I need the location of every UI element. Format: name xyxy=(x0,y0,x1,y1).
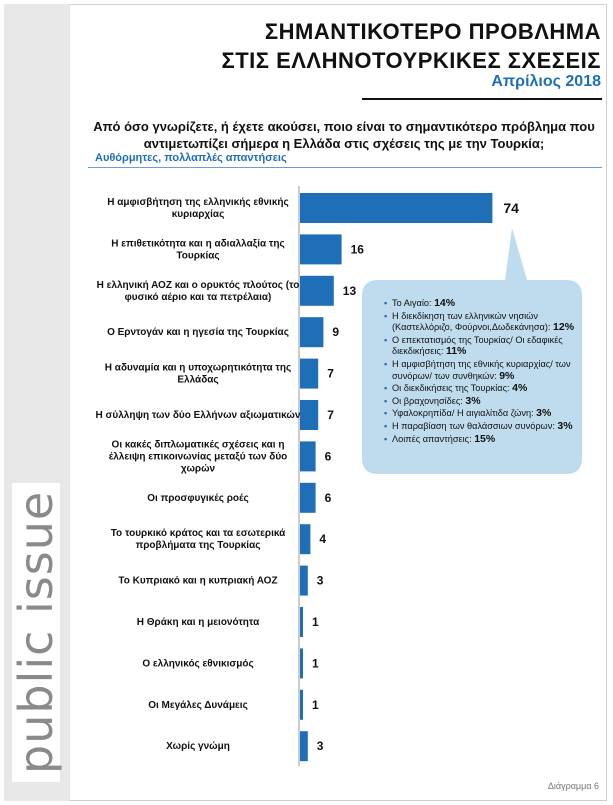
callout-item-value: 14% xyxy=(434,297,456,309)
value-label-10: 3 xyxy=(317,574,324,588)
callout-item-value: 3% xyxy=(536,407,552,420)
category-label-4: Ο Ερντογάν και η ηγεσία της Τουρκίας xyxy=(107,327,289,338)
bar-7 xyxy=(300,441,316,472)
value-label-1: 74 xyxy=(503,200,519,216)
bar-12 xyxy=(300,648,303,679)
value-label-7: 6 xyxy=(325,449,332,463)
bar-8 xyxy=(300,482,316,513)
page-title: ΣΗΜΑΝΤΙΚΟΤΕΡΟ ΠΡΟΒΛΗΜΑ ΣΤΙΣ ΕΛΛΗΝΟΤΟΥΡΚΙ… xyxy=(222,17,601,75)
callout-item-text: Η αμφισβήτηση της εθνικής κυριαρχίας/ τω… xyxy=(392,358,571,381)
category-label-13: Οι Μεγάλες Δυνάμεις xyxy=(148,700,248,711)
callout-item-6: Οι βραχονησίδες: 3% xyxy=(384,394,578,408)
bar-3 xyxy=(300,275,334,306)
title-line-2: ΣΤΙΣ ΕΛΛΗΝΟΤΟΥΡΚΙΚΕΣ ΣΧΕΣΕΙΣ xyxy=(221,48,601,73)
value-label-6: 7 xyxy=(327,408,334,422)
value-label-4: 9 xyxy=(332,325,339,339)
survey-question: Από όσο γνωρίζετε, ή έχετε ακούσει, ποιο… xyxy=(80,118,608,152)
question-line-1: Από όσο γνωρίζετε, ή έχετε ακούσει, ποιο… xyxy=(93,119,595,134)
callout-item-8: Η παραβίαση των θαλάσσιων συνόρων: 3% xyxy=(384,419,578,433)
bar-6 xyxy=(300,400,319,430)
callout-item-text: Οι βραχονησίδες: xyxy=(392,395,466,406)
callout-item-value: 11% xyxy=(445,345,467,358)
callout-item-text: Λοιπές απαντήσεις: xyxy=(392,433,475,444)
callout-item-value: 15% xyxy=(474,432,496,445)
value-label-9: 4 xyxy=(319,532,326,546)
callout-item-2: Η διεκδίκηση των ελληνικών νησιών (Καστε… xyxy=(384,310,578,334)
callout-item-text: Η παραβίαση των θαλάσσιων συνόρων: xyxy=(392,420,558,431)
title-line-1: ΣΗΜΑΝΤΙΚΟΤΕΡΟ ΠΡΟΒΛΗΜΑ xyxy=(264,19,601,44)
callout-item-text: Το Αιγαίο: xyxy=(392,298,435,308)
value-label-5: 7 xyxy=(327,367,334,381)
value-label-8: 6 xyxy=(325,491,332,505)
callout-breakdown: Το Αιγαίο: 14%Η διεκδίκηση των ελληνικών… xyxy=(378,297,578,446)
callout-item-5: Οι διεκδικήσεις της Τουρκίας: 4% xyxy=(384,382,578,395)
bar-10 xyxy=(300,565,308,596)
callout-item-value: 3% xyxy=(465,394,481,407)
value-label-13: 1 xyxy=(312,698,319,712)
bar-5 xyxy=(300,358,319,389)
callout-item-value: 3% xyxy=(557,419,573,432)
title-divider xyxy=(362,98,602,100)
category-label-9: Το τουρκικό κράτος και τα εσωτερικά προβλ… xyxy=(111,528,286,551)
category-label-12: Ο ελληνικός εθνικισμός xyxy=(142,658,253,669)
callout-item-value: 9% xyxy=(499,369,515,382)
callout-item-9: Λοιπές απαντήσεις: 15% xyxy=(384,432,578,446)
value-label-3: 13 xyxy=(343,284,357,298)
callout-item-text: Οι διεκδικήσεις της Τουρκίας: xyxy=(392,383,513,394)
bar-4 xyxy=(300,317,324,348)
category-label-10: Το Κυπριακό και η κυπριακή ΑΟΖ xyxy=(118,576,277,587)
category-label-7: Οι κακές διπλωματικές σχέσεις και η έλλει… xyxy=(109,439,288,474)
callout-item-value: 12% xyxy=(553,321,575,334)
callout-list: Το Αιγαίο: 14%Η διεκδίκηση των ελληνικών… xyxy=(378,297,578,446)
value-label-2: 16 xyxy=(351,242,365,256)
category-label-14: Χωρίς γνώμη xyxy=(166,741,230,752)
callout-item-4: Η αμφισβήτηση της εθνικής κυριαρχίας/ τω… xyxy=(384,358,578,382)
callout-item-1: Το Αιγαίο: 14% xyxy=(384,297,578,310)
category-label-11: Η Θράκη και η μειονότητα xyxy=(137,617,260,628)
category-label-5: Η αδυναμία και η υποχωρητικότητα της Ελλά… xyxy=(105,363,291,386)
question-line-2: αντιμετωπίζει σήμερα η Ελλάδα στις σχέσε… xyxy=(143,136,545,151)
callout-item-7: Υφαλοκρηπίδα/ Η αιγιαλίτιδα ζώνη: 3% xyxy=(384,407,578,420)
bar-1 xyxy=(300,193,493,223)
figure-number: Διάγραμμα 6 xyxy=(547,781,599,791)
callout-item-text: Ο επεκτατισμός της Τουρκίας/ Οι εδαφικές… xyxy=(392,334,563,357)
bar-13 xyxy=(300,689,303,720)
callout-item-3: Ο επεκτατισμός της Τουρκίας/ Οι εδαφικές… xyxy=(384,334,578,358)
callout-item-value: 4% xyxy=(512,382,528,395)
category-label-3: Η ελληνική ΑΟΖ και ο ορυκτός πλούτος (το… xyxy=(97,280,300,303)
callout-item-text: Υφαλοκρηπίδα/ Η αιγιαλίτιδα ζώνη: xyxy=(392,408,537,419)
bar-11 xyxy=(300,607,303,637)
category-label-1: Η αμφισβήτηση της ελληνικής εθνικής κυρια… xyxy=(107,197,288,220)
bar-14 xyxy=(300,731,308,762)
category-label-2: Η επιθετικότητα και η αδιαλλαξία της Τουρ… xyxy=(111,238,284,261)
callout-item-text: Η διεκδίκηση των ελληνικών νησιών (Καστε… xyxy=(392,310,554,333)
category-label-6: Η σύλληψη των δύο Ελλήνων αξιωματικών xyxy=(96,410,301,421)
value-label-14: 3 xyxy=(317,739,324,753)
category-label-8: Οι προσφυγικές ροές xyxy=(147,493,249,504)
survey-date: Απρίλιος 2018 xyxy=(491,73,601,90)
bar-2 xyxy=(300,234,342,265)
question-divider xyxy=(88,167,602,168)
bar-9 xyxy=(300,524,311,555)
response-note: Αυθόρμητες, πολλαπλές απαντήσεις xyxy=(95,152,287,164)
value-label-11: 1 xyxy=(312,615,319,629)
value-label-12: 1 xyxy=(312,656,319,670)
